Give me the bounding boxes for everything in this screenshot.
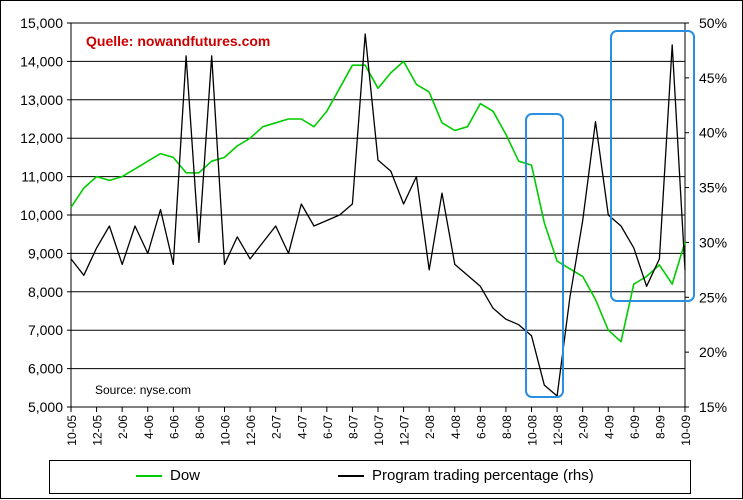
x-tick-label: 6-08 — [474, 415, 488, 439]
y-left-tick-label: 10,000 — [20, 207, 63, 223]
y-left-tick-label: 7,000 — [28, 322, 63, 338]
y-right-tick-label: 30% — [699, 234, 727, 250]
y-right-tick-label: 35% — [699, 180, 727, 196]
y-left-tick-label: 8,000 — [28, 284, 63, 300]
y-right-tick-label: 40% — [699, 125, 727, 141]
highlight-box-2009 — [610, 30, 695, 302]
y-left-tick-label: 14,000 — [20, 53, 63, 69]
x-tick-label: 2-08 — [423, 415, 437, 439]
x-tick-label: 10-08 — [526, 415, 540, 446]
legend-label-dow: Dow — [170, 467, 201, 484]
x-tick-label: 12-08 — [551, 415, 565, 446]
series-line-program-trading — [70, 33, 686, 397]
legend: Dow Program trading percentage (rhs) — [49, 460, 691, 494]
quelle-annotation: Quelle: nowandfutures.com — [86, 33, 270, 49]
x-tick-label: 10-05 — [65, 415, 79, 446]
y-right-tick-label: 45% — [699, 70, 727, 86]
x-tick-label: 6-07 — [321, 415, 335, 439]
x-tick-label: 4-09 — [602, 415, 616, 439]
x-tick-label: 6-09 — [628, 415, 642, 439]
y-left-tick-label: 15,000 — [20, 15, 63, 31]
x-tick-label: 12-06 — [244, 415, 258, 446]
x-tick-label: 6-06 — [167, 415, 181, 439]
x-tick-label: 4-06 — [142, 415, 156, 439]
x-tick-label: 4-08 — [449, 415, 463, 439]
legend-item-program-trading: Program trading percentage (rhs) — [338, 467, 594, 484]
y-left-tick-label: 12,000 — [20, 130, 63, 146]
y-right-tick-label: 20% — [699, 344, 727, 360]
legend-swatch-dow — [136, 474, 162, 477]
y-right-tick-label: 50% — [699, 15, 727, 31]
y-left-tick-label: 6,000 — [28, 361, 63, 377]
x-tick-label: 10-09 — [679, 415, 693, 446]
x-tick-label: 8-07 — [346, 415, 360, 439]
legend-label-program-trading: Program trading percentage (rhs) — [372, 467, 594, 484]
x-tick-label: 8-08 — [500, 415, 514, 439]
x-tick-label: 8-06 — [193, 415, 207, 439]
x-tick-label: 10-07 — [372, 415, 386, 446]
legend-swatch-program-trading — [338, 474, 364, 477]
x-tick-label: 2-06 — [116, 415, 130, 439]
x-tick-label: 4-07 — [295, 415, 309, 439]
x-tick-label: 12-05 — [91, 415, 105, 446]
x-tick-label: 10-06 — [219, 415, 233, 446]
y-left-tick-label: 11,000 — [21, 169, 63, 185]
y-right-tick-label: 15% — [699, 399, 727, 415]
highlight-box-2008 — [525, 113, 564, 398]
source-annotation: Source: nyse.com — [95, 383, 191, 397]
y-left-tick-label: 9,000 — [28, 245, 63, 261]
y-right-tick-label: 25% — [699, 289, 727, 305]
x-tick-label: 8-09 — [653, 415, 667, 439]
y-left-tick-label: 5,000 — [28, 399, 63, 415]
x-tick-label: 2-07 — [270, 415, 284, 439]
y-left-tick-label: 13,000 — [20, 92, 63, 108]
series-line-dow — [70, 60, 686, 343]
legend-item-dow: Dow — [136, 467, 200, 484]
x-tick-label: 2-09 — [577, 415, 591, 439]
x-tick-label: 12-07 — [398, 415, 412, 446]
